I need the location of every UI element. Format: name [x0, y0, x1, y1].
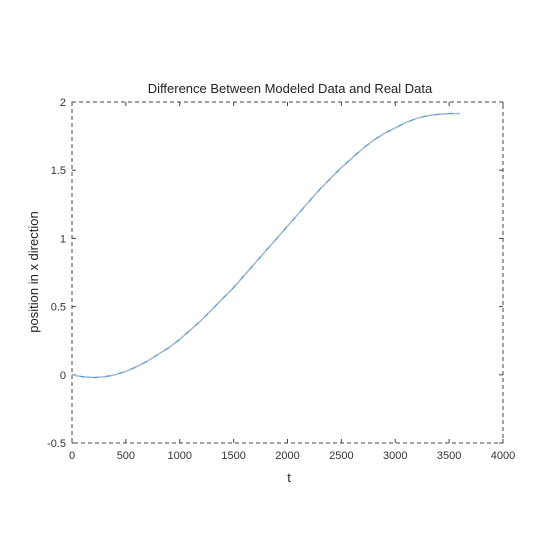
x-tick-label: 1500 — [221, 450, 245, 462]
x-tick-label: 500 — [117, 450, 135, 462]
plot-box — [71, 101, 504, 444]
x-tick-label: 4000 — [491, 450, 515, 462]
x-tick-label: 2000 — [275, 450, 299, 462]
series-line-dashed — [71, 113, 460, 379]
axes: 0 500 1000 1500 2000 2500 3000 3500 4000-0.500.5… — [47, 97, 515, 462]
x-tick-label: 2500 — [329, 450, 353, 462]
x-axis-label: t — [287, 470, 291, 485]
series-line-solid — [71, 112, 460, 379]
chart-title: Difference Between Modeled Data and Real… — [148, 81, 433, 96]
x-tick-label: 3000 — [383, 450, 407, 462]
y-tick-label: 1.5 — [51, 165, 66, 177]
x-tick-label: 3500 — [437, 450, 461, 462]
y-tick-label: 0.5 — [51, 302, 66, 314]
series-group — [71, 112, 460, 379]
y-axis-label: position in x direction — [26, 211, 41, 332]
x-tick-label: 1000 — [168, 450, 192, 462]
x-tick-label: 0 — [69, 450, 75, 462]
y-tick-label: 0 — [60, 370, 66, 382]
y-tick-label: -0.5 — [47, 438, 66, 450]
y-tick-label: 2 — [60, 97, 66, 109]
y-tick-label: 1 — [60, 233, 66, 245]
